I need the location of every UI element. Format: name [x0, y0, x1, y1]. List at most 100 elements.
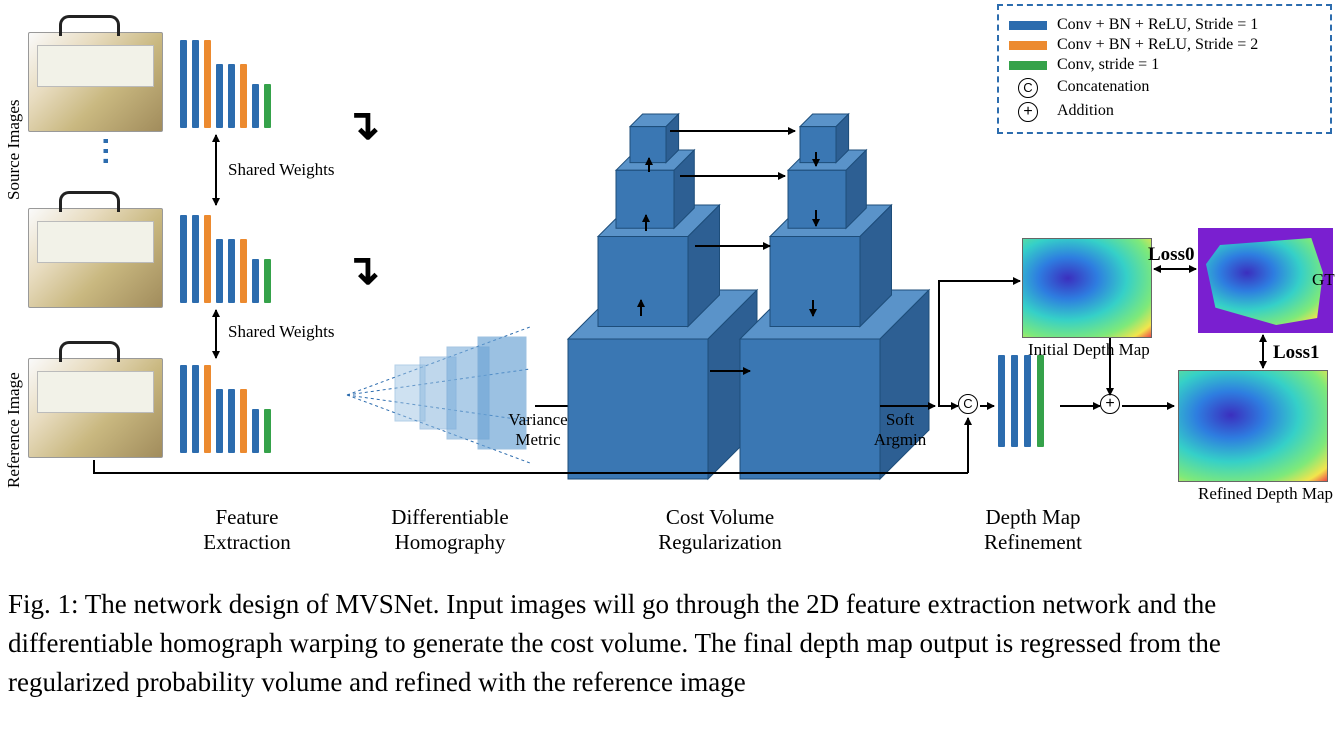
feature-bar	[1011, 355, 1018, 447]
add-to-refined-arrow	[1122, 405, 1174, 407]
gt-label: GT	[1312, 270, 1335, 290]
split-vertical	[938, 280, 940, 406]
feature-bar	[228, 389, 235, 453]
feature-bar	[216, 64, 223, 128]
shared-weights-label-2: Shared Weights	[228, 322, 334, 342]
legend-text: Conv, stride = 1	[1057, 56, 1159, 74]
mvsnet-diagram: Conv + BN + ReLU, Stride = 1 Conv + BN +…	[0, 0, 1344, 560]
corner-arrow-1: ↴	[345, 100, 380, 149]
refine-bars	[998, 355, 1044, 447]
feature-bar	[264, 84, 271, 128]
dec-down-0	[815, 152, 817, 166]
dec-down-1	[815, 210, 817, 226]
initial-depth-map	[1022, 238, 1152, 338]
concat-to-refine-arrow	[980, 405, 994, 407]
legend-text: Addition	[1057, 102, 1114, 120]
stage-costvol-label: Cost Volume Regularization	[630, 505, 810, 555]
enc-up-1	[645, 215, 647, 231]
init-to-add-head	[1109, 385, 1111, 395]
ref-to-concat-vstart	[93, 460, 95, 473]
addition-op-icon: +	[1100, 394, 1120, 414]
feature-bar	[240, 239, 247, 303]
feature-bar	[192, 40, 199, 128]
shared-weights-arrow-1	[215, 135, 217, 205]
loss0-arrow	[1154, 268, 1196, 270]
refined-depth-map	[1178, 370, 1328, 482]
legend-text: Conv + BN + ReLU, Stride = 1	[1057, 16, 1258, 34]
legend: Conv + BN + ReLU, Stride = 1 Conv + BN +…	[997, 4, 1332, 134]
feature-bar	[192, 215, 199, 303]
source-image-1	[28, 32, 163, 132]
feature-bar	[252, 84, 259, 128]
legend-row-conv-plain: Conv, stride = 1	[1009, 56, 1320, 74]
initial-depth-label: Initial Depth Map	[1028, 340, 1150, 360]
feature-bar	[228, 64, 235, 128]
legend-swatch-green	[1009, 61, 1047, 70]
unet-cube	[800, 114, 849, 168]
legend-row-concat: C Concatenation	[1009, 76, 1320, 98]
variance-metric-label: Variance Metric	[498, 410, 578, 450]
feature-bar	[264, 259, 271, 303]
skip-arrow-0	[670, 130, 795, 132]
skip-arrow-1	[680, 175, 785, 177]
shared-weights-arrow-2	[215, 310, 217, 358]
loss1-label: Loss1	[1273, 342, 1319, 364]
skip-arrow-3	[710, 370, 750, 372]
feature-bar	[204, 365, 211, 453]
reference-image	[28, 358, 163, 458]
feature-bar	[252, 259, 259, 303]
source-image-2	[28, 208, 163, 308]
feature-bar	[192, 365, 199, 453]
enc-up-2	[648, 158, 650, 172]
to-initial-depth-arrow	[938, 280, 1020, 282]
legend-row-addition: + Addition	[1009, 100, 1320, 122]
loss0-label: Loss0	[1148, 244, 1194, 266]
legend-swatch-blue	[1009, 21, 1047, 30]
feature-bar	[264, 409, 271, 453]
skip-arrow-2	[695, 245, 770, 247]
concat-op-icon: C	[958, 394, 978, 414]
feature-bar	[998, 355, 1005, 447]
feature-bar	[1037, 355, 1044, 447]
softargmin-arrow	[880, 405, 935, 407]
loss1-arrow	[1262, 335, 1264, 368]
feature-bar	[216, 389, 223, 453]
feature-bars-3	[180, 365, 271, 453]
ellipsis-icon: ⋯	[88, 136, 123, 168]
feature-bar	[180, 40, 187, 128]
feature-bar	[180, 215, 187, 303]
dec-down-2	[812, 300, 814, 316]
legend-row-conv-s1: Conv + BN + ReLU, Stride = 1	[1009, 16, 1320, 34]
feature-bar	[204, 215, 211, 303]
to-concat-arrow	[938, 405, 958, 407]
homography-frustum	[335, 315, 545, 475]
enc-up-0	[640, 300, 642, 316]
refined-depth-label: Refined Depth Map	[1198, 484, 1333, 504]
feature-bar	[1024, 355, 1031, 447]
ref-to-concat-h	[93, 472, 968, 474]
source-images-label: Source Images	[4, 60, 24, 200]
legend-text: Conv + BN + ReLU, Stride = 2	[1057, 36, 1258, 54]
shared-weights-label-1: Shared Weights	[228, 160, 334, 180]
feature-bars-2	[180, 215, 271, 303]
unet-cube	[630, 114, 679, 168]
stage-feature-label: Feature Extraction	[182, 505, 312, 555]
soft-argmin-label: Soft Argmin	[870, 410, 930, 450]
feature-bar	[216, 239, 223, 303]
feature-bars-1	[180, 40, 271, 128]
stage-homography-label: Differentiable Homography	[370, 505, 530, 555]
feature-bar	[240, 64, 247, 128]
feature-bar	[180, 365, 187, 453]
stage-refine-label: Depth Map Refinement	[958, 505, 1108, 555]
legend-swatch-orange	[1009, 41, 1047, 50]
corner-arrow-2: ↴	[345, 245, 380, 294]
legend-row-conv-s2: Conv + BN + ReLU, Stride = 2	[1009, 36, 1320, 54]
refine-to-add-arrow	[1060, 405, 1100, 407]
reference-image-label: Reference Image	[4, 338, 24, 488]
feature-bar	[228, 239, 235, 303]
feature-bar	[252, 409, 259, 453]
figure-caption: Fig. 1: The network design of MVSNet. In…	[8, 585, 1328, 702]
concat-icon: C	[1009, 76, 1047, 98]
feature-bar	[204, 40, 211, 128]
ref-to-concat-v	[967, 418, 969, 473]
